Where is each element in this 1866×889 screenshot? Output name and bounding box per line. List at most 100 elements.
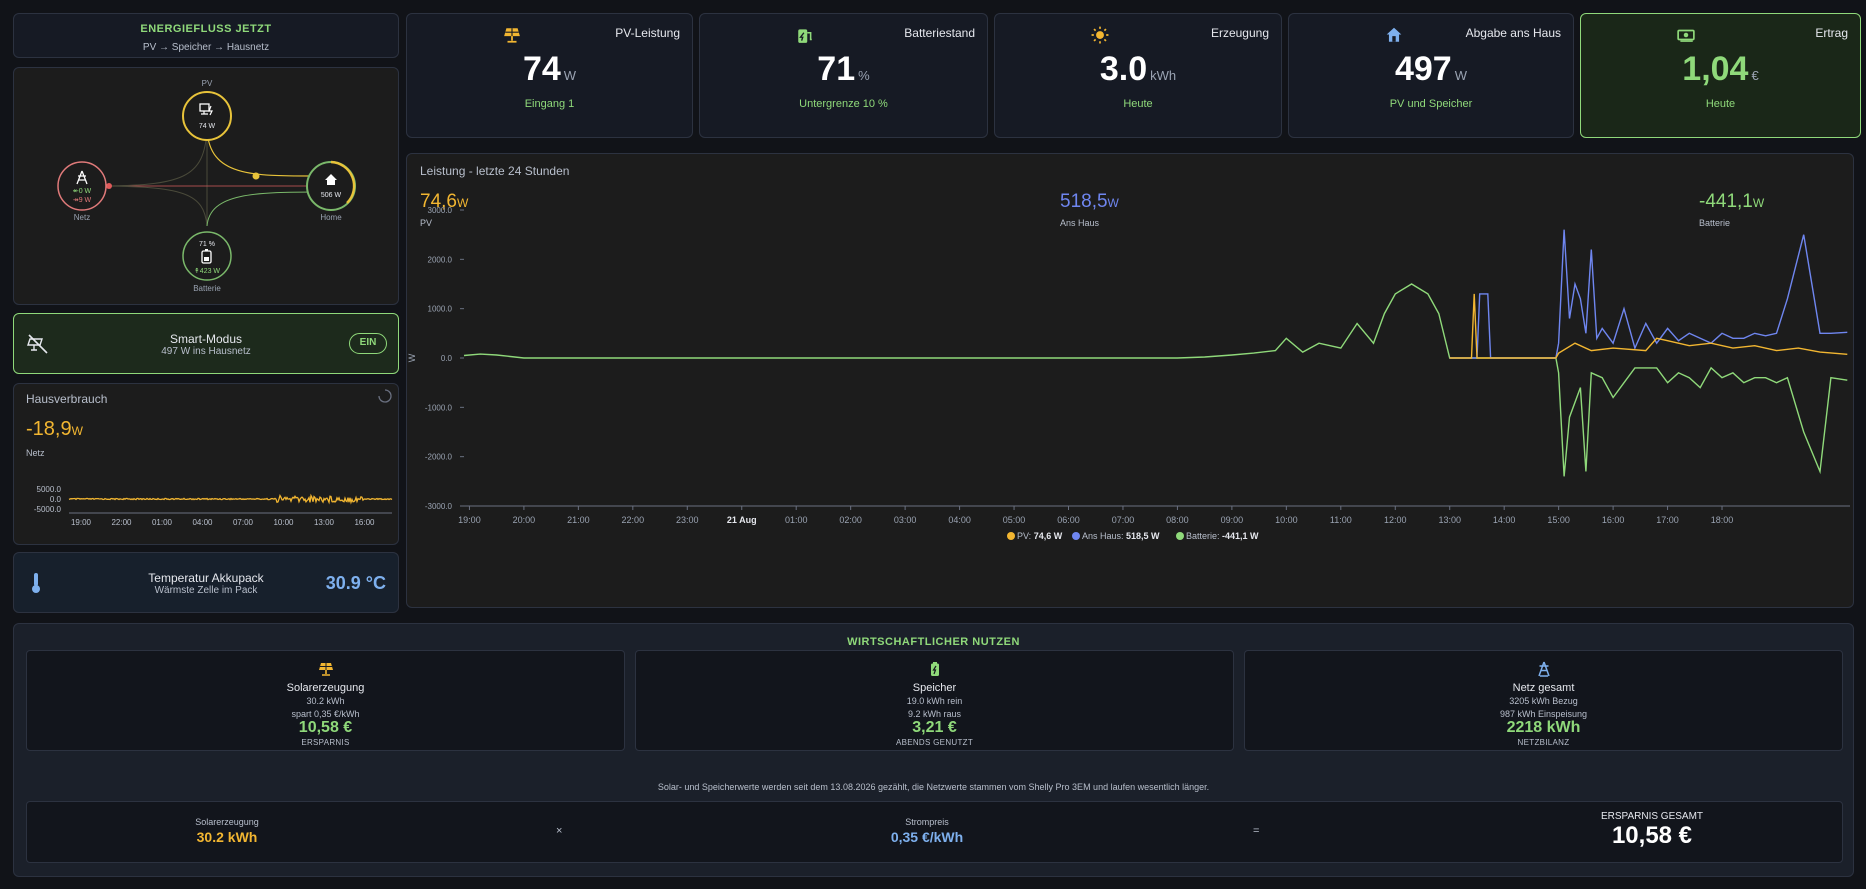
battery-node-percent: 71 % — [199, 241, 215, 248]
y-tick-label: -2000.0 — [425, 453, 453, 462]
x-tick-label: 07:00 — [1112, 515, 1135, 525]
economics-box-title: Netz gesamt — [1512, 682, 1575, 694]
kpi-value: 497 W — [1289, 50, 1573, 89]
house-consumption-value: -18,9W — [26, 418, 83, 441]
house-consumption-unit: W — [71, 424, 83, 438]
kpi-title: Batteriestand — [904, 26, 975, 40]
kpi-title: Ertrag — [1815, 26, 1848, 40]
house-consumption-number: -18,9 — [26, 418, 72, 440]
formula-b: Strompreis 0,35 €/kWh — [847, 817, 1007, 845]
pv-node-label: PV — [202, 79, 213, 88]
kpi-number: 1,04 — [1682, 50, 1749, 88]
economics-box-value: 3,21 € — [912, 719, 957, 736]
solar-panel-icon — [504, 28, 520, 43]
smart-mode-card: Smart-Modus 497 W ins Hausnetz EIN — [13, 313, 399, 374]
y-tick-label: 0.0 — [441, 354, 453, 363]
legend-swatch — [1007, 532, 1015, 540]
loading-spinner-icon — [378, 389, 392, 403]
grid-out-value: ↠9 W — [73, 197, 92, 204]
kpi-card-batteriestand[interactable]: Batteriestand 71% Untergrenze 10 % — [699, 13, 988, 138]
kpi-card-abgabe-ans-haus[interactable]: Abgabe ans Haus 497 W PV und Speicher — [1288, 13, 1574, 138]
economics-box-value: 10,58 € — [298, 719, 353, 736]
cash-icon — [1677, 29, 1695, 42]
battery-node-label: Batterie — [193, 284, 221, 293]
x-tick-label: 03:00 — [894, 515, 917, 525]
solar-off-icon — [27, 334, 48, 354]
kpi-card-erzeugung[interactable]: Erzeugung 3.0 kWh Heute — [994, 13, 1282, 138]
smart-mode-toggle[interactable]: EIN — [349, 333, 387, 354]
economics-box-caption: ABENDS GENUTZT — [895, 738, 974, 747]
economics-box-title: Speicher — [912, 682, 957, 694]
grid-in-value: ↞0 W — [73, 188, 92, 195]
y-tick-label: 1000.0 — [428, 305, 453, 314]
house-consumption-title: Hausverbrauch — [26, 392, 108, 406]
formula-a-value: 30.2 kWh — [196, 829, 258, 845]
battery-node[interactable] — [182, 231, 232, 281]
energy-flow-title: ENERGIEFLUSS JETZT — [140, 23, 272, 35]
mini-x-tick-label: 13:00 — [314, 518, 335, 527]
kpi-subtitle: Untergrenze 10 % — [799, 98, 888, 110]
x-tick-label: 21 Aug — [727, 515, 757, 525]
x-tick-label: 19:00 — [458, 515, 481, 525]
temperature-title: Temperatur Akkupack — [148, 571, 264, 585]
mini-y-tick-label: 0.0 — [50, 495, 62, 504]
mini-x-tick-label: 22:00 — [111, 518, 132, 527]
house-consumption-card: Hausverbrauch -18,9W Netz 5000.0 0.0 -5000… — [13, 383, 399, 545]
economics-box-value: 2218 kWh — [1506, 719, 1581, 736]
pv-node[interactable] — [182, 91, 232, 141]
kpi-unit: W — [563, 68, 577, 83]
formula-equals: = — [1253, 825, 1260, 837]
current-battery-name: Batterie — [1699, 218, 1731, 228]
legend-swatch — [1176, 532, 1184, 540]
formula-c-value: 10,58 € — [1611, 822, 1693, 849]
home-icon — [1386, 27, 1402, 42]
home-icon — [325, 174, 337, 185]
kpi-card-pv-leistung[interactable]: PV-Leistung 74 W Eingang 1 — [406, 13, 693, 138]
sun-icon — [1091, 26, 1109, 44]
x-tick-label: 23:00 — [676, 515, 699, 525]
kpi-value: 74 W — [407, 50, 692, 89]
grid-node[interactable] — [57, 161, 107, 211]
current-pv-unit: W — [456, 196, 469, 210]
thermometer-icon — [32, 573, 40, 593]
x-tick-label: 13:00 — [1438, 515, 1461, 525]
x-tick-label: 20:00 — [513, 515, 536, 525]
economics-box-line2: 987 kWh Einspeisung — [1499, 709, 1588, 719]
formula-b-label: Strompreis — [905, 817, 949, 827]
mini-y-tick-label: 5000.0 — [37, 485, 62, 494]
formula-a-label: Solarerzeugung — [195, 817, 259, 827]
mini-x-tick-label: 07:00 — [233, 518, 254, 527]
house-consumption-chart[interactable]: 5000.00.0-5000.0 19:00 22:00 01:00 04:00 07:0… — [14, 476, 400, 538]
current-battery-value: -441,1 — [1699, 191, 1753, 212]
kpi-title: Erzeugung — [1210, 26, 1269, 40]
x-tick-label: 02:00 — [839, 515, 862, 525]
legend-entry: PV: 74,6 W — [1017, 531, 1063, 541]
current-house-value: 518,5 — [1060, 191, 1108, 212]
y-tick-label: -3000.0 — [425, 502, 453, 511]
formula-c-label: ERSPARNIS GESAMT — [1600, 811, 1704, 822]
x-tick-label: 12:00 — [1384, 515, 1407, 525]
mini-x-tick-label: 10:00 — [273, 518, 294, 527]
economics-box-netz-gesamt: Netz gesamt 3205 kWh Bezug 987 kWh Einsp… — [1244, 650, 1843, 751]
current-battery-unit: W — [1752, 196, 1765, 210]
kpi-number: 3.0 — [1099, 50, 1148, 88]
battery-node-value: ↟423 W — [194, 267, 220, 275]
current-house: 518,5W Ans Haus — [1060, 191, 1119, 228]
x-tick-label: 09:00 — [1221, 515, 1244, 525]
kpi-value: 3.0 kWh — [995, 50, 1281, 89]
smart-mode-title: Smart-Modus — [169, 332, 243, 346]
x-tick-label: 10:00 — [1275, 515, 1298, 525]
kpi-card-ertrag[interactable]: Ertrag 1,04 € Heute — [1580, 13, 1861, 138]
kpi-title: PV-Leistung — [615, 26, 680, 40]
x-tick-label: 06:00 — [1057, 515, 1080, 525]
current-pv-value: 74,6 — [420, 191, 457, 212]
legend-entry: Batterie: -441,1 W — [1186, 531, 1259, 541]
pv-node-value: 74 W — [199, 123, 216, 130]
x-tick-label: 22:00 — [622, 515, 645, 525]
kpi-subtitle: Eingang 1 — [524, 98, 575, 110]
energy-flow-diagram[interactable]: PV 74 W ↞0 W ↠9 W Netz 506 W Home 71 % — [13, 67, 399, 305]
savings-formula: Solarerzeugung 30.2 kWh × Strompreis 0,3… — [26, 801, 1843, 863]
economics-box-caption: NETZBILANZ — [1517, 738, 1570, 747]
economics-box-solarerzeugung: Solarerzeugung 30.2 kWh spart 0,35 €/kWh… — [26, 650, 625, 751]
power-chart[interactable]: W 3000.0 2000.0 1000.0 0.0 -1000.0 -2000.0 -300… — [407, 206, 1853, 606]
